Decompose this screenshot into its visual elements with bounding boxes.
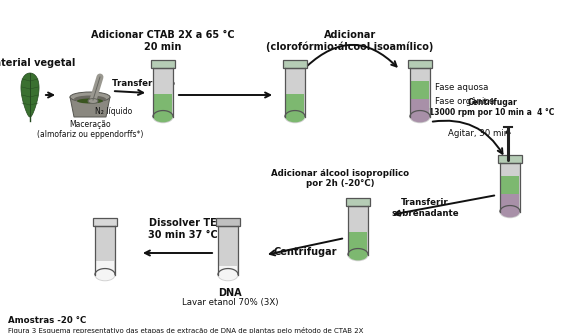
Text: Maceração
(almofariz ou eppendorffs*): Maceração (almofariz ou eppendorffs*): [37, 120, 143, 140]
Ellipse shape: [219, 269, 237, 280]
Bar: [154, 94, 172, 119]
Ellipse shape: [500, 205, 520, 217]
Ellipse shape: [74, 96, 106, 103]
Bar: [501, 176, 519, 194]
Bar: [93, 218, 117, 226]
Bar: [216, 218, 240, 226]
Text: Material vegetal: Material vegetal: [0, 58, 75, 68]
Bar: [346, 198, 370, 206]
Text: Dissolver TE
30 min 37 °C: Dissolver TE 30 min 37 °C: [148, 218, 218, 240]
Text: Transferir
sobrenadante: Transferir sobrenadante: [391, 198, 459, 218]
Bar: [498, 155, 522, 163]
Bar: [500, 163, 520, 211]
Bar: [283, 60, 307, 68]
Bar: [93, 218, 117, 226]
Ellipse shape: [349, 249, 367, 260]
Bar: [153, 68, 173, 117]
Text: Adicionar álcool isopropílico
por 2h (-20°C): Adicionar álcool isopropílico por 2h (-2…: [271, 168, 409, 188]
Text: Figura 3 Esquema representativo das etapas de extração de DNA de plantas pelo mé: Figura 3 Esquema representativo das etap…: [8, 327, 363, 333]
Text: Adicionar CTAB 2X a 65 °C
20 min: Adicionar CTAB 2X a 65 °C 20 min: [91, 30, 235, 52]
Text: Centrifugar: Centrifugar: [274, 247, 337, 257]
Text: N₂ líquido: N₂ líquido: [95, 107, 132, 116]
Bar: [349, 231, 367, 257]
Ellipse shape: [95, 268, 115, 280]
Text: DNA: DNA: [218, 288, 242, 298]
Ellipse shape: [70, 92, 110, 102]
Bar: [501, 194, 519, 211]
Bar: [408, 60, 432, 68]
Ellipse shape: [154, 112, 172, 122]
Ellipse shape: [285, 111, 305, 123]
Bar: [216, 218, 240, 226]
Text: Agitar, 30 min: Agitar, 30 min: [448, 129, 509, 138]
Ellipse shape: [88, 99, 98, 104]
Bar: [218, 226, 238, 274]
Text: Fase orgânica: Fase orgânica: [435, 98, 494, 107]
Ellipse shape: [411, 112, 429, 122]
Text: Lavar etanol 70% (3X): Lavar etanol 70% (3X): [182, 298, 278, 307]
Bar: [285, 68, 305, 117]
Polygon shape: [21, 73, 39, 117]
Bar: [151, 60, 175, 68]
Bar: [95, 226, 115, 274]
Bar: [96, 261, 114, 274]
Bar: [219, 266, 237, 274]
Ellipse shape: [286, 112, 304, 122]
Bar: [346, 198, 370, 206]
Bar: [411, 82, 429, 99]
Text: Fase aquosa: Fase aquosa: [435, 84, 488, 93]
Text: Transferir pó: Transferir pó: [112, 78, 175, 88]
Bar: [411, 99, 429, 117]
Bar: [283, 60, 307, 68]
Bar: [408, 60, 432, 68]
Ellipse shape: [501, 206, 519, 217]
Bar: [348, 206, 368, 254]
Ellipse shape: [218, 268, 238, 280]
Bar: [410, 68, 430, 117]
Ellipse shape: [153, 111, 173, 123]
Bar: [151, 60, 175, 68]
Text: Amostras -20 °C: Amostras -20 °C: [8, 316, 86, 325]
Text: Adicionar
(clorofórmio:álcool isoamílico): Adicionar (clorofórmio:álcool isoamílico…: [266, 30, 434, 52]
Text: Centrifugar
13000 rpm por 10 min a  4 °C: Centrifugar 13000 rpm por 10 min a 4 °C: [429, 98, 554, 117]
Ellipse shape: [410, 111, 430, 123]
Ellipse shape: [77, 99, 103, 104]
Ellipse shape: [96, 269, 114, 280]
Bar: [286, 94, 304, 119]
Polygon shape: [70, 97, 110, 117]
Ellipse shape: [348, 248, 368, 260]
Bar: [498, 155, 522, 163]
